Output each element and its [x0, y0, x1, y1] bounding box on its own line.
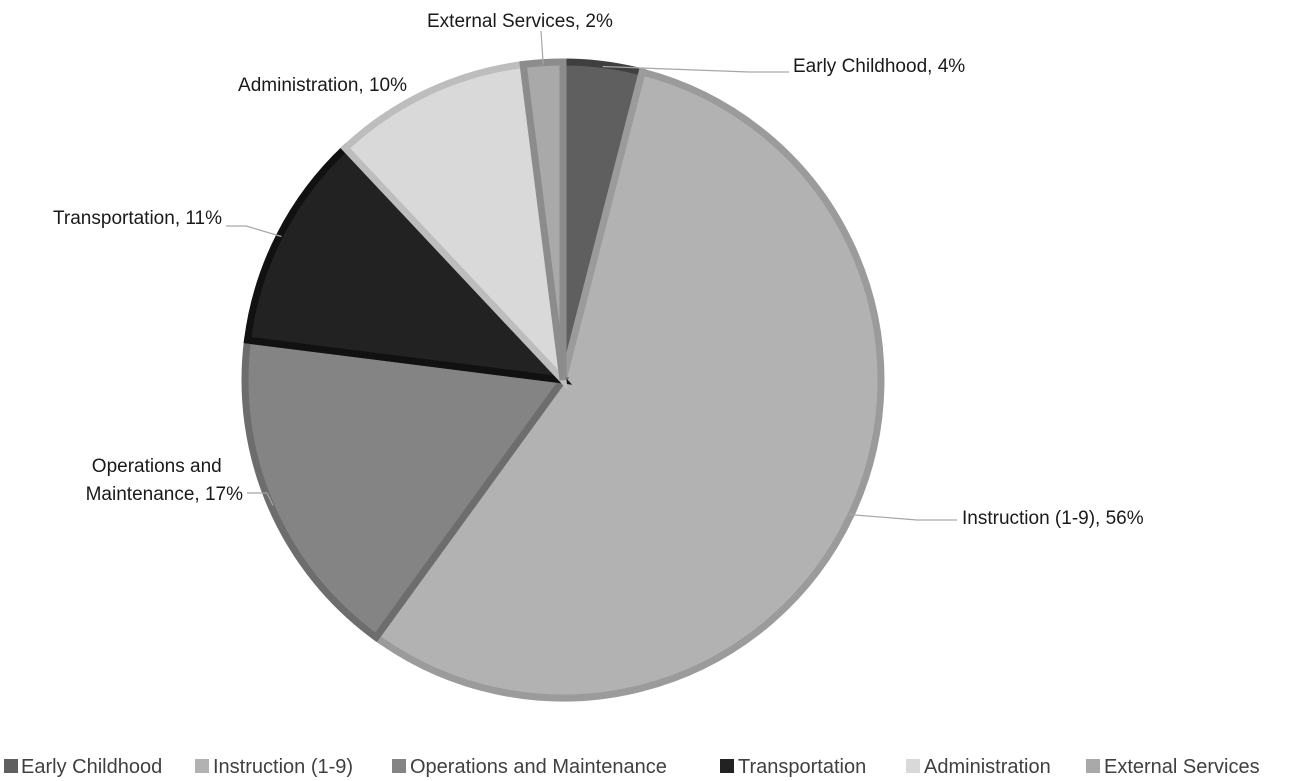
leader-line-early-childhood — [602, 65, 789, 73]
pie-slice-administration — [340, 60, 568, 391]
pie-slice-instruction-1-9 — [371, 67, 885, 702]
leader-line-transportation — [226, 225, 282, 238]
legend-label-transportation: Transportation — [738, 756, 866, 778]
data-label-transportation: Transportation, 11% — [53, 208, 222, 229]
data-label-operations-line2: Maintenance, 17% — [86, 484, 243, 505]
data-label-early-childhood: Early Childhood, 4% — [793, 56, 965, 77]
data-label-operations-line1: Operations and — [92, 456, 222, 477]
legend-swatch-operations-maintenance — [392, 759, 406, 773]
leader-lines — [226, 30, 957, 521]
leader-line-external-services — [540, 30, 544, 65]
legend-label-external-services: External Services — [1104, 756, 1260, 778]
pie-slices — [241, 58, 885, 702]
legend-swatch-instruction — [195, 759, 209, 773]
chart-legend: Early Childhood Instruction (1-9) Operat… — [4, 756, 1260, 778]
data-label-external-services: External Services, 2% — [427, 11, 613, 32]
legend-swatch-administration — [906, 759, 920, 773]
data-label-instruction: Instruction (1-9), 56% — [962, 508, 1144, 529]
leader-line-instruction-1-9 — [848, 513, 957, 521]
legend-swatch-transportation — [720, 759, 734, 773]
leader-line-operations-and-maintenance — [247, 492, 274, 506]
legend-label-instruction: Instruction (1-9) — [213, 756, 353, 778]
data-label-administration: Administration, 10% — [238, 75, 407, 96]
legend-swatch-early-childhood — [4, 759, 18, 773]
pie-slice-operations-and-maintenance — [241, 336, 570, 643]
data-label-operations-maintenance: Operations and Maintenance, 17% — [86, 456, 243, 505]
legend-swatch-external-services — [1086, 759, 1100, 773]
legend-label-operations-maintenance: Operations and Maintenance — [410, 756, 667, 778]
legend-label-administration: Administration — [924, 756, 1051, 778]
legend-label-early-childhood: Early Childhood — [21, 756, 162, 778]
